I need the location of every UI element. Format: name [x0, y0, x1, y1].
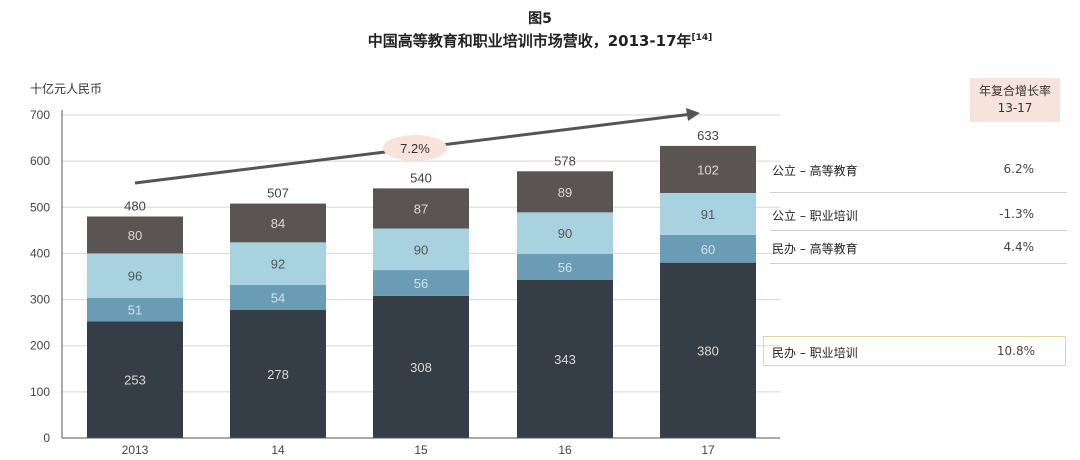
- figure-label: 图5: [528, 11, 552, 27]
- bar-segment: [373, 295, 469, 438]
- y-tick-label: 600: [30, 154, 50, 168]
- bar-total-label: 578: [554, 153, 576, 168]
- x-axis: 2013 14 15 16 17: [62, 437, 780, 457]
- bar-value-label: 308: [410, 360, 432, 375]
- bar-value-label: 90: [558, 226, 572, 241]
- cagr-divider: [770, 192, 1067, 193]
- cagr-divider: [770, 230, 1067, 231]
- y-tick-label: 400: [30, 246, 50, 260]
- chart-title-reference: [14]: [691, 33, 713, 43]
- x-tick-label: 15: [414, 443, 428, 457]
- x-tick-label: 14: [271, 443, 285, 457]
- cagr-row-value: 4.4%: [1003, 240, 1035, 254]
- cagr-row-value: 6.2%: [1003, 162, 1035, 176]
- cagr-row-value: -1.3%: [999, 207, 1034, 221]
- x-tick-label: 16: [558, 443, 572, 457]
- bar-segment: [517, 171, 613, 213]
- bar-segment: [373, 270, 469, 296]
- bar-segment: [230, 203, 326, 243]
- bar-segment: [517, 253, 613, 280]
- bar-total-label: 507: [267, 186, 289, 201]
- bar-value-label: 380: [697, 343, 719, 358]
- bar-segment: [87, 253, 183, 298]
- bar-segment: [660, 262, 756, 438]
- cagr-row-value: 10.8%: [996, 344, 1035, 358]
- bar-total-label: 540: [410, 170, 432, 185]
- bar-value-label: 51: [128, 302, 142, 317]
- x-tick-label: 17: [701, 443, 715, 457]
- cagr-divider: [770, 263, 1067, 264]
- y-tick-label: 500: [30, 200, 50, 214]
- bar-value-label: 56: [414, 276, 428, 291]
- x-tick-label: 2013: [122, 443, 149, 457]
- bar-segment: [660, 192, 756, 235]
- cagr-row-label: 民办 – 高等教育: [772, 242, 858, 256]
- bar-segment: [373, 188, 469, 229]
- bar-segment: [517, 212, 613, 254]
- bar-value-label: 96: [128, 269, 142, 284]
- bar-value-label: 89: [558, 185, 572, 200]
- bar-value-label: 54: [271, 290, 285, 305]
- trend-label: 7.2%: [400, 141, 430, 156]
- bar-value-label: 343: [554, 352, 576, 367]
- bar-total-label: 480: [124, 199, 146, 214]
- bar-value-label: 56: [558, 260, 572, 275]
- trend-label-bubble: [383, 135, 447, 161]
- y-axis-unit-label: 十亿元人民币: [30, 82, 103, 96]
- bar-value-label: 102: [697, 162, 719, 177]
- cagr-row-private-vocational: 民办 – 职业培训 10.8%: [763, 336, 1066, 366]
- y-tick-label: 200: [30, 339, 50, 353]
- bar-segment: [230, 242, 326, 285]
- bar-value-label: 92: [271, 257, 285, 272]
- y-axis: 0 100 200 300 400 500 600 700: [30, 108, 63, 445]
- bar-segment: [660, 145, 756, 193]
- trend-arrow-head: [686, 108, 700, 121]
- y-tick-label: 0: [43, 431, 50, 445]
- y-tick-label: 100: [30, 385, 50, 399]
- bar-segment: [87, 216, 183, 254]
- growth-trend: 7.2%: [134, 108, 700, 185]
- bar-value-label: 91: [701, 207, 715, 222]
- bar-segment: [373, 228, 469, 271]
- y-tick-label: 700: [30, 108, 50, 122]
- cagr-row-label: 公立 – 高等教育: [772, 164, 858, 178]
- bar-series: 253 51 96 80 480 278 54 92 84 507 308 56 90 87 540 343 5…: [87, 128, 756, 438]
- cagr-header-title: 年复合增长率: [978, 84, 1051, 98]
- cagr-row-public-higher-ed: 公立 – 高等教育 6.2%: [770, 159, 1060, 181]
- bar-value-label: 80: [128, 228, 142, 243]
- y-tick-label: 300: [30, 293, 50, 307]
- bar-segment: [660, 234, 756, 263]
- cagr-row-label: 公立 – 职业培训: [772, 209, 858, 223]
- bar-value-label: 90: [414, 242, 428, 257]
- bar-segment: [517, 279, 613, 438]
- bar-segment: [230, 284, 326, 310]
- cagr-header: 年复合增长率 13-17: [970, 78, 1060, 122]
- bar-segment: [87, 321, 183, 438]
- cagr-row-private-higher-ed: 民办 – 高等教育 4.4%: [770, 237, 1060, 259]
- bar-value-label: 87: [414, 201, 428, 216]
- bar-segment: [230, 309, 326, 438]
- bar-value-label: 253: [124, 373, 146, 388]
- cagr-header-period: 13-17: [997, 101, 1033, 115]
- cagr-row-label: 民办 – 职业培训: [772, 346, 858, 360]
- chart-title: 中国高等教育和职业培训市场营收，2013-17年[14]: [0, 30, 1080, 51]
- bar-segment: [87, 297, 183, 322]
- bar-total-label: 633: [697, 128, 719, 143]
- bar-value-label: 278: [267, 367, 289, 382]
- bar-value-label: 84: [271, 216, 285, 231]
- bar-value-label: 60: [701, 242, 715, 257]
- cagr-row-public-vocational: 公立 – 职业培训 -1.3%: [770, 204, 1060, 226]
- chart-title-text: 中国高等教育和职业培训市场营收，2013-17年: [367, 32, 692, 50]
